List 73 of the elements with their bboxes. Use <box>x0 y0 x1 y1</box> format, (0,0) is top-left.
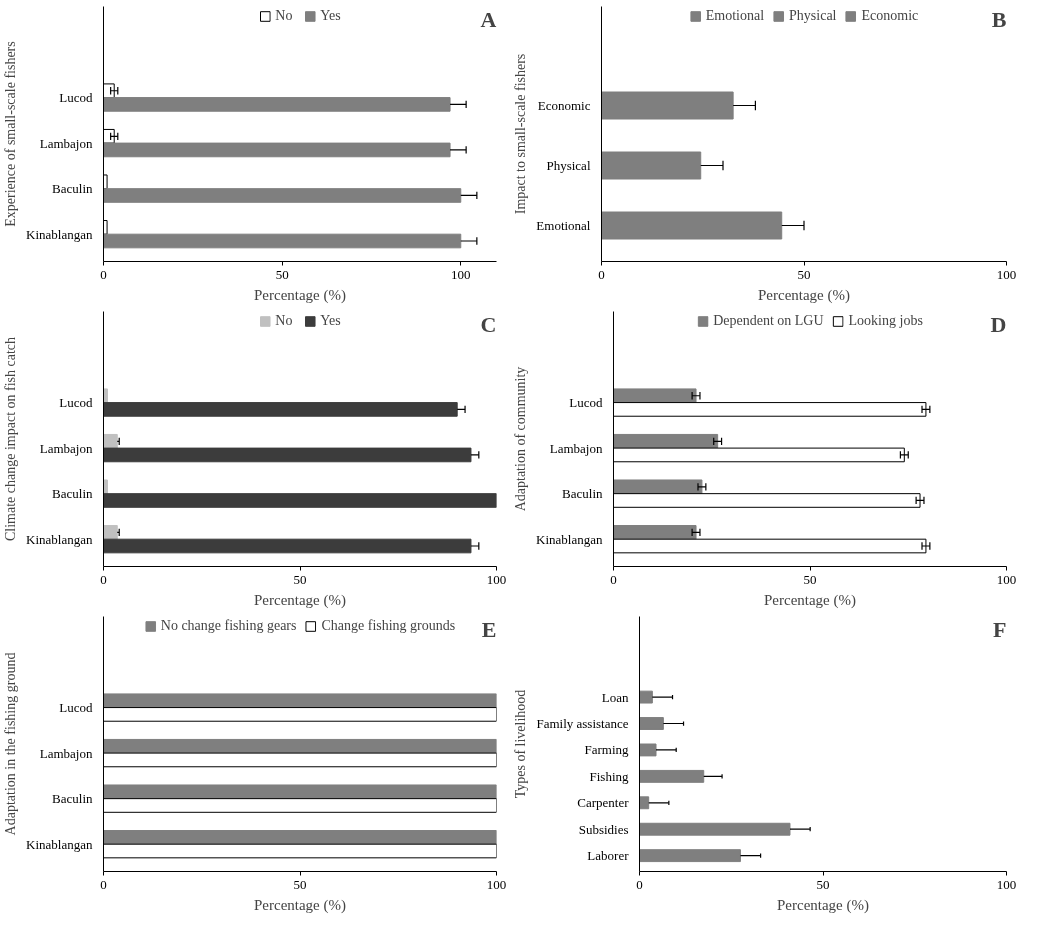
y-tick-label: Lambajon <box>549 440 603 456</box>
x-axis-title: Percentage (%) <box>776 896 870 914</box>
chart-title: A <box>480 6 497 32</box>
x-tick-label: 50 <box>293 571 307 587</box>
y-axis-title: Impact to small-scale fishers <box>513 53 529 215</box>
legend-label: Change fishing grounds <box>321 618 456 634</box>
x-tick-label: 0 <box>100 571 107 587</box>
y-axis-title: Climate change impact on fish catch <box>3 336 19 542</box>
x-tick-label: 50 <box>803 571 817 587</box>
y-tick-label: Kinablangan <box>536 531 603 547</box>
x-tick-label: 0 <box>100 266 107 282</box>
x-tick-label: 100 <box>996 876 1017 892</box>
legend-label: No <box>275 8 294 24</box>
y-tick-label: Lambajon <box>39 745 93 761</box>
y-tick-label: Subsidies <box>578 821 629 837</box>
y-tick-label: Baculin <box>562 486 603 502</box>
y-tick-label: Lucod <box>59 90 93 106</box>
legend-label: Looking jobs <box>848 313 923 329</box>
y-tick-label: Lambajon <box>39 135 93 151</box>
chart-title: C <box>480 311 497 337</box>
x-tick-label: 100 <box>996 266 1017 282</box>
x-tick-label: 50 <box>275 266 289 282</box>
y-tick-label: Lucod <box>59 395 93 411</box>
x-tick-label: 100 <box>996 571 1017 587</box>
y-tick-label: Kinablangan <box>26 531 93 547</box>
y-tick-label: Economic <box>537 98 591 113</box>
y-tick-label: Family assistance <box>536 716 629 732</box>
y-tick-label: Kinablangan <box>26 226 93 242</box>
y-tick-label: Loan <box>601 689 629 705</box>
chart-title: E <box>481 616 497 642</box>
y-tick-label: Baculin <box>52 181 93 197</box>
y-axis-title: Adaptation in the fishing ground <box>3 652 19 836</box>
x-tick-label: 0 <box>100 876 107 892</box>
y-tick-label: Lambajon <box>39 440 93 456</box>
x-axis-title: Percentage (%) <box>253 591 347 609</box>
x-tick-label: 0 <box>598 266 605 282</box>
chart-title: B <box>991 6 1007 32</box>
legend-label: Emotional <box>705 8 765 24</box>
y-tick-label: Physical <box>546 158 591 173</box>
y-tick-label: Kinablangan <box>26 836 93 852</box>
x-tick-label: 100 <box>451 266 471 282</box>
legend-label: Yes <box>320 313 341 329</box>
y-tick-label: Baculin <box>52 791 93 807</box>
x-tick-label: 50 <box>797 266 811 282</box>
y-tick-label: Farming <box>584 742 629 758</box>
y-axis-title: Adaptation of community <box>513 366 529 512</box>
x-tick-label: 100 <box>486 571 507 587</box>
x-axis-title: Percentage (%) <box>253 896 347 914</box>
x-tick-label: 0 <box>610 571 617 587</box>
y-axis-title: Experience of small-scale fishers <box>3 41 19 227</box>
y-tick-label: Baculin <box>52 486 93 502</box>
legend-label: No <box>275 313 294 329</box>
y-tick-label: Lucod <box>569 395 603 411</box>
y-tick-label: Laborer <box>587 848 630 864</box>
y-tick-label: Emotional <box>536 218 591 233</box>
legend-label: No change fishing gears <box>160 618 297 634</box>
chart-title: F <box>993 616 1007 642</box>
x-axis-title: Percentage (%) <box>763 591 857 609</box>
y-tick-label: Carpenter <box>577 795 630 811</box>
legend-label: Dependent on LGU <box>713 313 824 329</box>
x-tick-label: 100 <box>486 876 507 892</box>
x-axis-title: Percentage (%) <box>757 286 851 304</box>
y-tick-label: Fishing <box>589 768 629 784</box>
x-axis-title: Percentage (%) <box>253 286 347 304</box>
y-axis-title: Types of livelihood <box>513 689 529 799</box>
legend-label: Economic <box>861 8 919 24</box>
x-tick-label: 50 <box>293 876 307 892</box>
x-tick-label: 50 <box>816 876 830 892</box>
legend-label: Physical <box>789 8 837 24</box>
legend-label: Yes <box>320 8 341 24</box>
chart-title: D <box>990 311 1007 337</box>
y-tick-label: Lucod <box>59 700 93 716</box>
x-tick-label: 0 <box>636 876 643 892</box>
